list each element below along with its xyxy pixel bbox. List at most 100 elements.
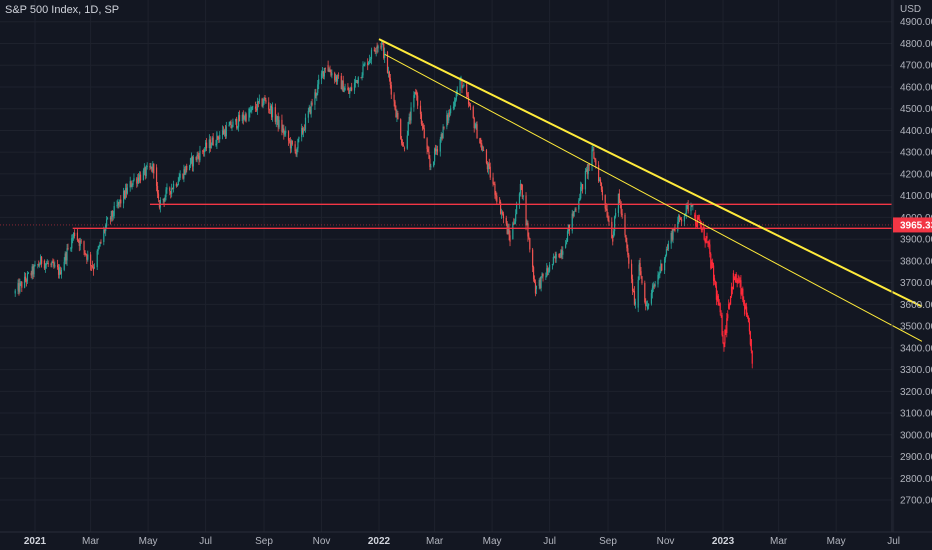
- candle-body: [361, 75, 363, 79]
- trendlines[interactable]: [378, 38, 923, 342]
- candle-body: [224, 130, 226, 137]
- candle-body: [245, 114, 247, 121]
- candle-body: [219, 135, 221, 140]
- candle-body: [269, 109, 271, 111]
- candle-body: [376, 45, 378, 49]
- candle-body: [402, 145, 405, 147]
- candle-body: [170, 191, 172, 194]
- candle-body: [60, 269, 62, 275]
- candle-body: [579, 198, 581, 201]
- candle-body: [362, 65, 364, 76]
- candle-body: [310, 102, 312, 114]
- candle-body: [403, 147, 406, 149]
- candle-body: [555, 253, 557, 259]
- candle-body: [467, 96, 470, 105]
- candle-body: [250, 109, 252, 112]
- trendline[interactable]: [378, 38, 923, 308]
- candle-body: [721, 315, 723, 335]
- candle-body: [270, 105, 272, 111]
- candle-body: [659, 271, 661, 274]
- candle-body: [488, 163, 490, 167]
- candle-body: [131, 185, 133, 187]
- candle-body: [79, 240, 81, 246]
- candle-body: [486, 163, 488, 170]
- candle-body: [553, 256, 555, 258]
- time-tick-label: May: [139, 536, 158, 547]
- candle-body: [443, 126, 445, 128]
- candle-body: [469, 105, 472, 107]
- candle-body: [658, 273, 660, 275]
- candle-body: [715, 286, 718, 300]
- candle-body: [462, 86, 464, 89]
- candle-body: [33, 266, 35, 275]
- candle-body: [547, 268, 549, 272]
- candle-body: [21, 282, 23, 288]
- candle-body: [400, 119, 402, 139]
- time-tick-label: Sep: [599, 536, 617, 547]
- candle-body: [729, 296, 732, 305]
- candle-body: [363, 64, 365, 66]
- candle-body: [360, 77, 362, 79]
- candle-body: [169, 187, 171, 192]
- price-tick-label: 3300.00: [900, 365, 932, 376]
- candle-body: [179, 173, 181, 178]
- candle-body: [40, 256, 43, 264]
- candle-body: [494, 183, 496, 195]
- price-tick-label: 4700.00: [900, 61, 932, 72]
- candle-body: [53, 262, 55, 267]
- candle-body: [499, 201, 501, 203]
- candle-body: [558, 253, 560, 258]
- candle-body: [289, 140, 292, 149]
- candle-body: [594, 158, 596, 160]
- candle-body: [514, 221, 516, 224]
- candle-body: [329, 69, 331, 73]
- time-axis[interactable]: 2021 Mar May Jul Sep Nov 2022 Mar May Jul Sep Nov 20…: [24, 536, 900, 547]
- candle-body: [607, 217, 609, 221]
- candle-body: [447, 115, 449, 121]
- candle-body: [725, 329, 727, 334]
- candle-body: [323, 68, 325, 77]
- last-price-label: 3965.33: [900, 220, 932, 231]
- candle-body: [232, 121, 234, 128]
- candle-body: [133, 178, 135, 181]
- trendline[interactable]: [384, 53, 923, 342]
- candle-body: [320, 73, 323, 80]
- candle-body: [297, 138, 299, 149]
- candle-body: [130, 181, 132, 187]
- candle-body: [728, 303, 730, 309]
- candle-body: [580, 186, 582, 199]
- grid: [0, 0, 895, 532]
- candle-body: [542, 273, 544, 277]
- candle-body: [683, 216, 685, 222]
- candle-body: [540, 276, 542, 288]
- candle-body: [509, 235, 511, 242]
- support-lines[interactable]: [0, 203, 892, 229]
- candle-body: [532, 267, 535, 280]
- candle-body: [613, 231, 615, 237]
- candle-body: [58, 267, 61, 275]
- candle-body: [264, 98, 266, 100]
- candle-body: [59, 271, 62, 275]
- candle-body: [463, 84, 465, 87]
- candle-body: [592, 149, 594, 151]
- candle-body: [678, 215, 680, 222]
- candle-body: [572, 213, 574, 217]
- candle-body: [252, 106, 254, 108]
- candle-body: [256, 101, 259, 111]
- candle-body: [554, 256, 556, 259]
- candle-body: [691, 204, 693, 206]
- candle-body: [356, 80, 358, 84]
- candle-body: [184, 169, 186, 174]
- candle-body: [205, 142, 208, 149]
- candle-body: [369, 59, 372, 60]
- price-tick-label: 3500.00: [900, 322, 932, 333]
- candle-body: [436, 149, 439, 152]
- candle-body: [97, 248, 99, 251]
- candle-body: [282, 128, 284, 132]
- candle-body: [705, 236, 707, 243]
- candle-body: [380, 46, 382, 48]
- candle-body: [434, 148, 437, 152]
- price-axis[interactable]: 2700.00 2800.00 2900.00 3000.00 3100.00 3200.…: [900, 17, 932, 506]
